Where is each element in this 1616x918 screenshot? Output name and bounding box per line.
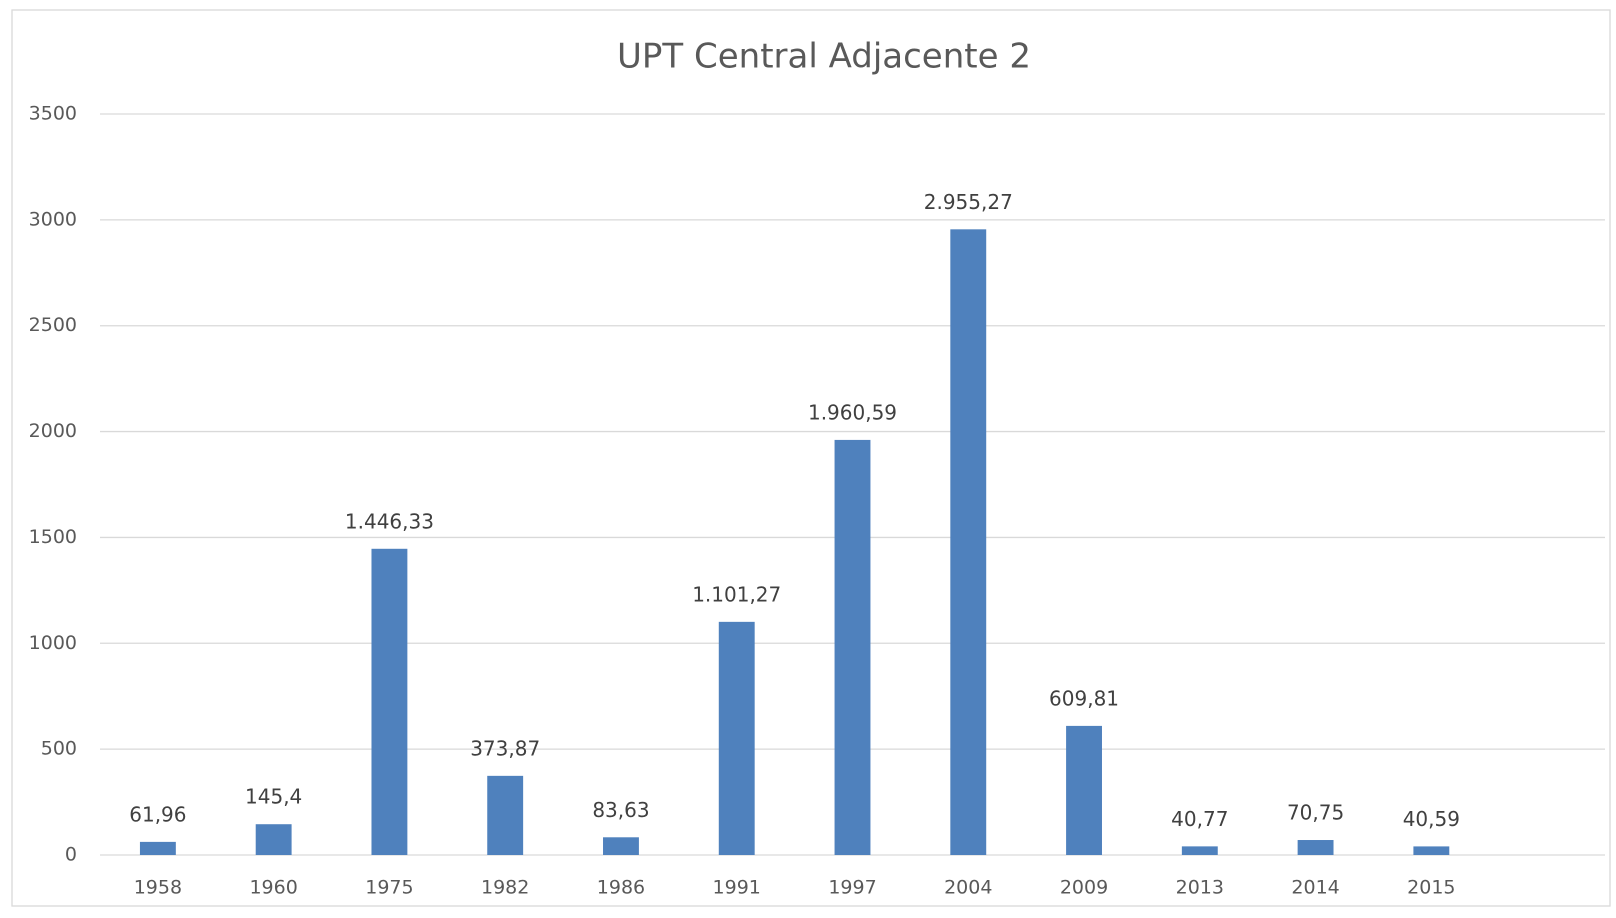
data-label: 609,81 [1049,686,1119,710]
data-label: 1.960,59 [808,400,897,424]
x-tick-label: 1958 [134,877,182,899]
data-label: 61,96 [129,802,186,826]
bar [950,229,987,855]
bar [1181,846,1218,855]
bar [371,548,408,855]
data-label: 40,59 [1403,807,1460,831]
bar [487,775,524,855]
bar [1066,725,1102,855]
bar [834,439,871,855]
bar [139,841,176,855]
x-tick-label: 1986 [597,877,645,899]
y-tick-label: 3500 [29,103,77,125]
x-tick-label: 2015 [1407,877,1455,899]
bar [603,837,639,855]
x-tick-label: 1960 [249,877,297,899]
chart-border [11,9,1611,907]
chart-title: UPT Central Adjacente 2 [617,37,1031,77]
x-tick-label: 1997 [828,877,876,899]
y-tick-label: 2000 [29,420,77,442]
bar [1297,840,1334,855]
x-tick-label: 2014 [1291,877,1339,899]
x-tick-label: 1991 [713,877,761,899]
data-label: 83,63 [592,798,649,822]
x-tick-label: 2004 [944,877,992,899]
data-label: 145,4 [245,785,302,809]
y-tick-label: 0 [65,844,77,866]
y-tick-label: 1500 [29,526,77,548]
x-tick-label: 2009 [1060,877,1108,899]
x-tick-label: 1975 [365,877,413,899]
data-label: 1.446,33 [345,509,434,533]
y-tick-label: 500 [41,738,77,760]
bar [1413,846,1450,855]
bar [718,621,755,855]
data-label: 2.955,27 [924,190,1013,214]
x-tick-label: 2013 [1176,877,1224,899]
y-tick-label: 1000 [29,632,77,654]
data-label: 40,77 [1171,807,1228,831]
x-tick-label: 1982 [481,877,529,899]
y-tick-label: 2500 [29,314,77,336]
data-label: 373,87 [470,736,540,760]
data-label: 1.101,27 [692,582,781,606]
data-label: 70,75 [1287,801,1344,825]
y-tick-label: 3000 [29,208,77,230]
bar [255,824,292,855]
